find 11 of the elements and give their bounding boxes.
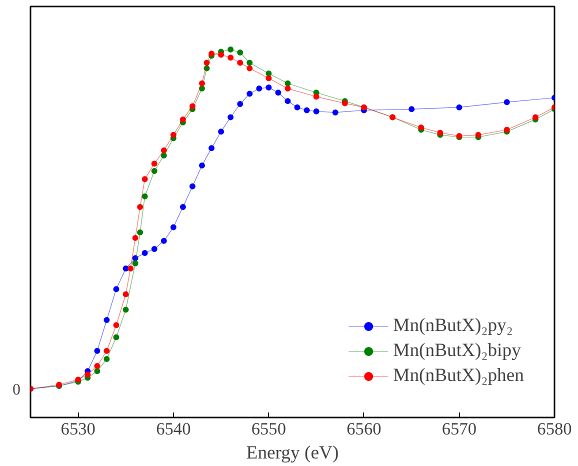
legend-label: Mn(nButX)₂bipy [393,340,521,362]
x-axis-title: Energy (eV) [246,442,339,464]
legend-label: Mn(nButX)₂py₂ [393,315,513,337]
legend-label: Mn(nButX)₂phen [393,365,524,387]
x-tick-label: 6540 [156,420,191,438]
x-tick-label: 6530 [60,420,96,438]
x-tick-label: 6580 [537,420,572,438]
x-tick-label: 6560 [346,420,382,438]
x-tick-label: 6550 [251,420,286,438]
text: 0 [12,381,20,398]
x-tick-label: 6570 [442,420,477,438]
